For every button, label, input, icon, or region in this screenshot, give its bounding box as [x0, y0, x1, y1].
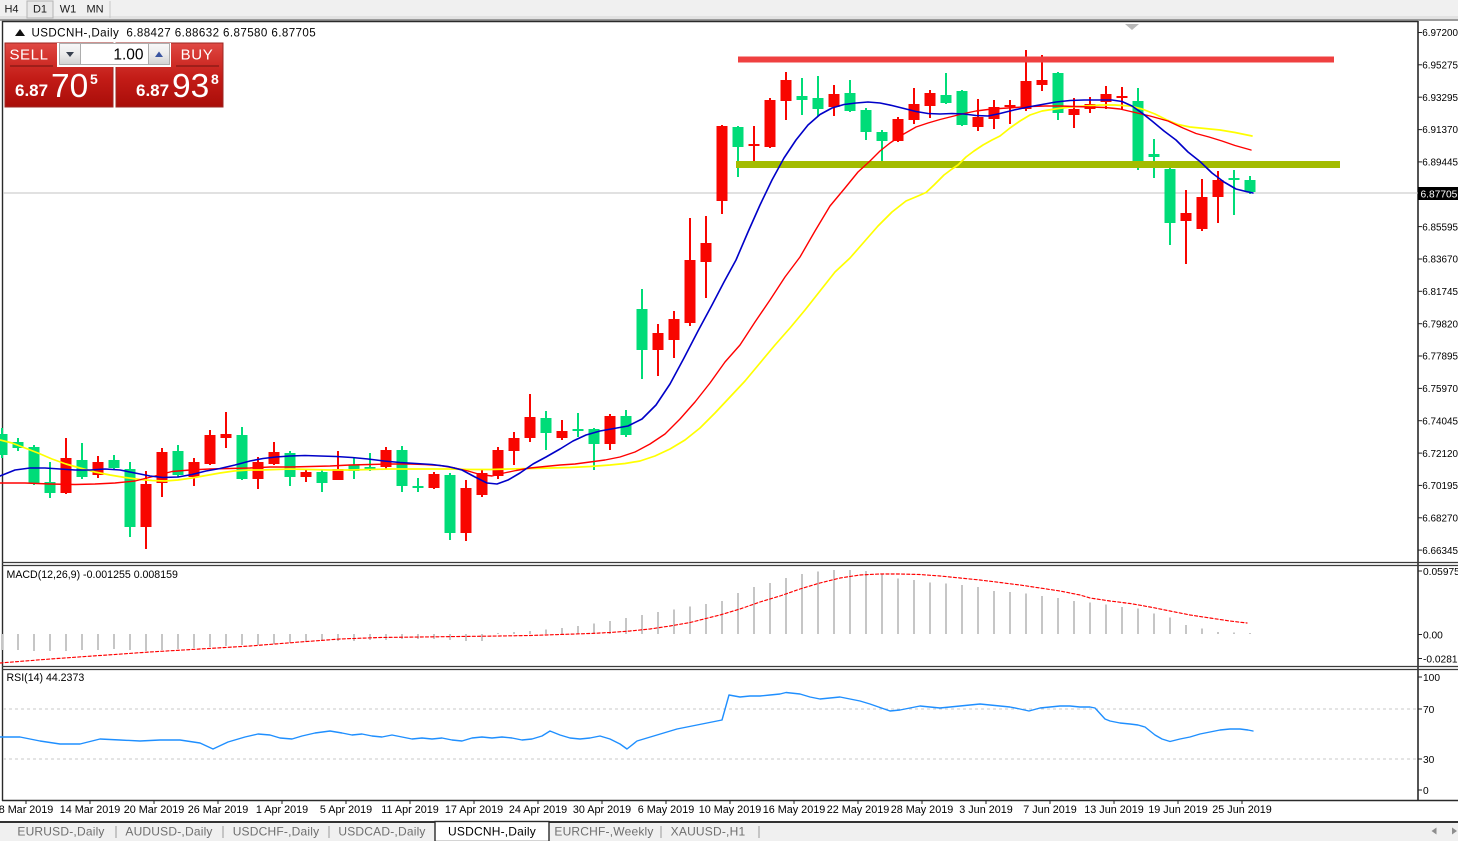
svg-text:MN: MN [86, 4, 103, 16]
svg-text:22 May 2019: 22 May 2019 [827, 804, 889, 816]
svg-text:3 Jun 2019: 3 Jun 2019 [959, 804, 1012, 816]
svg-text:6.87: 6.87 [15, 81, 48, 100]
svg-text:25 Jun 2019: 25 Jun 2019 [1212, 804, 1271, 816]
svg-text:93: 93 [172, 68, 209, 105]
svg-text:0: 0 [1423, 786, 1429, 797]
svg-text:10 May 2019: 10 May 2019 [699, 804, 761, 816]
svg-text:13 Jun 2019: 13 Jun 2019 [1084, 804, 1143, 816]
svg-text:6 May 2019: 6 May 2019 [638, 804, 694, 816]
svg-text:6.89445: 6.89445 [1422, 158, 1458, 169]
svg-text:0.00: 0.00 [1423, 630, 1443, 641]
svg-text:EURCHF-,Weekly: EURCHF-,Weekly [554, 825, 653, 839]
svg-text:70: 70 [1423, 705, 1435, 716]
svg-text:USDCAD-,Daily: USDCAD-,Daily [338, 825, 425, 839]
svg-text:6.68270: 6.68270 [1422, 514, 1458, 525]
svg-text:RSI(14) 44.2373: RSI(14) 44.2373 [7, 672, 85, 684]
svg-text:6.66345: 6.66345 [1422, 546, 1458, 557]
svg-text:6.77895: 6.77895 [1422, 352, 1458, 363]
svg-text:6.91370: 6.91370 [1422, 125, 1458, 136]
svg-text:28 May 2019: 28 May 2019 [891, 804, 953, 816]
svg-text:MACD(12,26,9) -0.001255 0.0081: MACD(12,26,9) -0.001255 0.008159 [7, 569, 178, 581]
svg-text:1 Apr 2019: 1 Apr 2019 [256, 804, 308, 816]
svg-text:BUY: BUY [181, 47, 214, 64]
svg-text:D1: D1 [33, 4, 47, 16]
svg-text:6.74045: 6.74045 [1422, 416, 1458, 427]
svg-text:7 Jun 2019: 7 Jun 2019 [1023, 804, 1076, 816]
svg-text:5 Apr 2019: 5 Apr 2019 [320, 804, 372, 816]
svg-text:6.87705: 6.87705 [1421, 189, 1458, 200]
svg-text:30: 30 [1423, 755, 1435, 766]
svg-text:20 Mar 2019: 20 Mar 2019 [124, 804, 185, 816]
svg-text:-0.02816: -0.02816 [1423, 654, 1458, 665]
svg-text:6.95275: 6.95275 [1422, 61, 1458, 72]
svg-text:14 Mar 2019: 14 Mar 2019 [60, 804, 121, 816]
svg-text:5: 5 [90, 71, 98, 87]
svg-text:30 Apr 2019: 30 Apr 2019 [573, 804, 631, 816]
svg-text:EURUSD-,Daily: EURUSD-,Daily [17, 825, 104, 839]
svg-text:H4: H4 [4, 4, 18, 16]
svg-text:24 Apr 2019: 24 Apr 2019 [509, 804, 567, 816]
svg-text:USDCNH-,Daily 6.88427 6.88632: USDCNH-,Daily 6.88427 6.88632 6.87580 6.… [32, 27, 317, 40]
svg-text:W1: W1 [60, 4, 77, 16]
svg-text:XAUUSD-,H1: XAUUSD-,H1 [671, 825, 746, 839]
svg-text:6.87: 6.87 [136, 81, 169, 100]
svg-text:100: 100 [1423, 673, 1440, 684]
svg-text:11 Apr 2019: 11 Apr 2019 [381, 804, 438, 816]
svg-text:6.93295: 6.93295 [1422, 93, 1458, 104]
svg-text:1.00: 1.00 [113, 47, 144, 64]
svg-text:6.79820: 6.79820 [1422, 319, 1458, 330]
svg-text:USDCHF-,Daily: USDCHF-,Daily [233, 825, 320, 839]
svg-text:17 Apr 2019: 17 Apr 2019 [445, 804, 503, 816]
svg-text:19 Jun 2019: 19 Jun 2019 [1148, 804, 1207, 816]
svg-text:0.059758: 0.059758 [1423, 567, 1458, 578]
svg-text:6.97200: 6.97200 [1422, 28, 1458, 39]
svg-text:6.75970: 6.75970 [1422, 384, 1458, 395]
svg-text:SELL: SELL [9, 47, 48, 64]
svg-text:USDCNH-,Daily: USDCNH-,Daily [448, 825, 536, 839]
svg-text:26 Mar 2019: 26 Mar 2019 [188, 804, 249, 816]
svg-text:6.81745: 6.81745 [1422, 287, 1458, 298]
svg-text:6.70195: 6.70195 [1422, 481, 1458, 492]
svg-text:8: 8 [211, 71, 219, 87]
svg-text:6.83670: 6.83670 [1422, 255, 1458, 266]
svg-text:AUDUSD-,Daily: AUDUSD-,Daily [125, 825, 212, 839]
svg-text:6.85595: 6.85595 [1422, 222, 1458, 233]
svg-text:70: 70 [51, 68, 88, 105]
svg-text:8 Mar 2019: 8 Mar 2019 [0, 804, 53, 816]
svg-text:6.72120: 6.72120 [1422, 449, 1458, 460]
svg-text:16 May 2019: 16 May 2019 [763, 804, 825, 816]
